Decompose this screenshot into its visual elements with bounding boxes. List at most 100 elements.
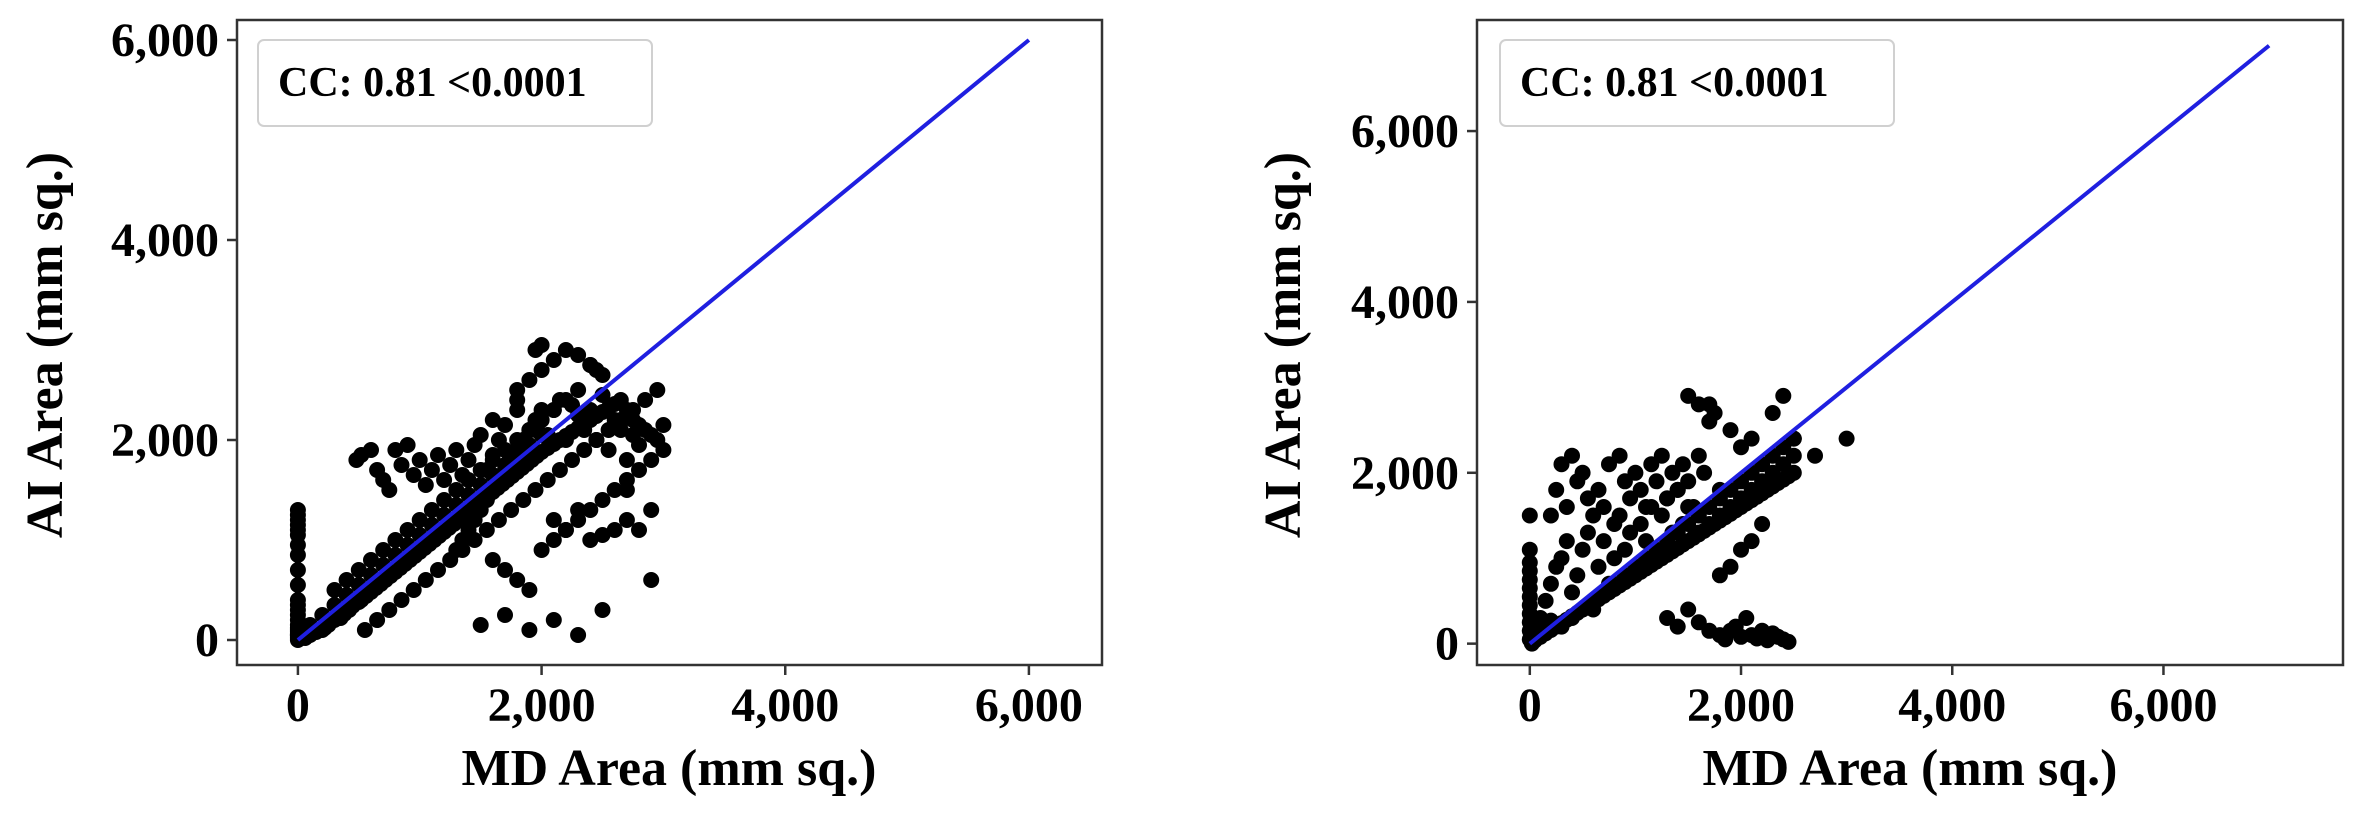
data-point [545,532,562,548]
data-point [472,427,489,443]
data-point [490,512,507,528]
data-point [1701,413,1718,430]
data-point [539,472,556,488]
data-point [1807,447,1823,464]
x-tick-label: 2,000 [1687,679,1795,732]
data-point [570,512,587,528]
data-point [472,617,489,633]
data-point [448,482,465,498]
y-tick-label: 2,000 [111,414,219,467]
data-point [1558,533,1575,550]
data-point [411,452,428,468]
data-point [1627,464,1644,481]
annotation-frame [1499,39,1895,127]
data-point [326,582,343,598]
data-point [655,442,672,458]
data-point [576,422,593,438]
data-point [545,512,562,528]
x-tick-label: 0 [286,679,310,732]
annotation-frame [257,39,653,127]
data-point [1611,507,1628,524]
y-tick-label: 6,000 [1351,105,1459,158]
data-point [1743,533,1760,550]
data-point [582,402,599,418]
data-point [1622,524,1639,541]
data-point [1743,430,1760,447]
data-point [1696,464,1713,481]
data-point [625,402,641,418]
data-point [393,592,410,608]
data-point [551,462,568,478]
chart-left: 0 2,000 4,000 6,000 0 2,000 4,000 6,000 CC: 0.… [17,14,1104,797]
data-point [1669,618,1686,635]
chart-right: 0 2,000 4,000 6,000 0 2,000 4,000 6,000 CC: 0.… [1255,18,2345,797]
data-point [557,342,574,358]
data-point [1542,575,1559,592]
data-point [600,422,617,438]
data-point [1590,558,1607,575]
data-point [369,612,386,628]
data-point [1838,430,1855,447]
data-point [393,457,410,473]
data-point [387,532,404,548]
data-point [460,452,477,468]
data-point [448,442,465,458]
data-point [631,462,647,478]
data-point [1521,507,1538,524]
fit-line [1528,44,2271,646]
data-point [533,402,550,418]
data-point [381,482,398,498]
data-point [637,392,654,408]
y-tick-label: 4,000 [1351,276,1459,329]
data-point [570,382,587,398]
data-point [430,562,446,578]
data-point [338,572,355,588]
data-point [1785,447,1802,464]
data-point [1553,550,1570,567]
data-point [1653,507,1670,524]
data-point [350,562,367,578]
data-point [472,462,489,478]
data-point [606,522,623,538]
annotation-text: CC: 0.81 <0.0001 [1520,60,1829,106]
y-tick-label: 4,000 [111,214,219,267]
annotation-box: CC: 0.81 <0.0001 [1499,39,1895,127]
data-point [1542,507,1559,524]
data-point [1548,481,1565,498]
data-point [375,542,392,558]
data-point [1653,447,1670,464]
data-point [1733,541,1749,558]
data-point [643,452,660,468]
data-point [649,382,666,398]
data-point [594,492,611,508]
y-axis-label: AI Area (mm sq.) [1255,152,1312,538]
data-point [557,432,574,448]
data-point [631,522,647,538]
data-point [643,502,660,518]
x-tick-label: 6,000 [975,679,1083,732]
data-point [417,572,434,588]
data-point [1564,447,1580,464]
data-point [417,477,434,493]
data-point [594,527,611,543]
data-point [1574,541,1591,558]
data-point [363,442,379,458]
data-point [570,627,587,643]
data-point [557,392,574,408]
data-point [521,622,538,638]
data-point [1532,610,1549,626]
scatter-points [289,337,672,648]
x-tick-label: 4,000 [1898,679,2006,732]
data-point [1764,405,1781,421]
data-point [460,472,477,488]
y-tick-label: 2,000 [1351,447,1459,500]
data-point [1738,610,1755,626]
data-point [1669,481,1686,498]
data-point [423,462,440,478]
data-point [1722,422,1739,439]
data-point [1595,499,1612,515]
x-axis-label: MD Area (mm sq.) [1703,740,2118,797]
data-point [289,597,306,613]
data-point [497,607,513,623]
x-axis-label: MD Area (mm sq.) [462,740,877,797]
